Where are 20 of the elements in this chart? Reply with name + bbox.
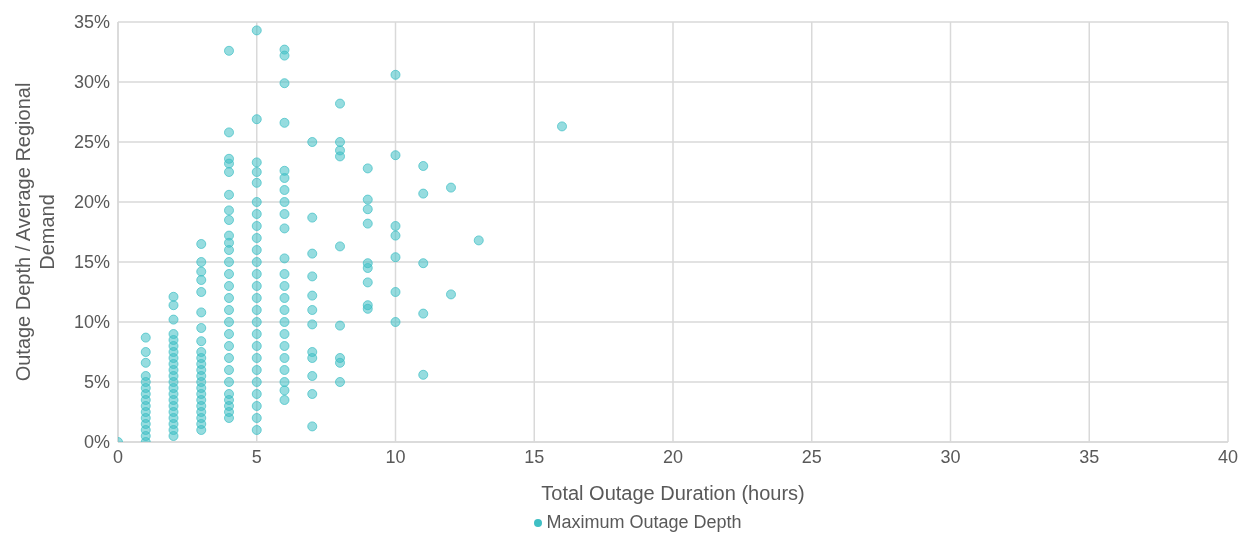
x-tick-label: 10 (385, 446, 406, 467)
x-tick-label: 15 (524, 446, 545, 467)
x-tick-label: 35 (1079, 446, 1100, 467)
x-tick-label: 40 (1217, 446, 1239, 467)
y-tick-label: 15% (73, 252, 110, 273)
y-tick-label: 0% (83, 432, 110, 453)
y-tick-label: 5% (83, 372, 110, 393)
x-tick-label: 5 (251, 446, 262, 467)
y-tick-label: 10% (73, 312, 110, 333)
legend-label: Maximum Outage Depth (546, 512, 742, 532)
y-tick-label: 20% (73, 192, 110, 213)
x-tick-label: 30 (940, 446, 961, 467)
y-tick-label: 25% (73, 132, 110, 153)
x-axis-title: Total Outage Duration (hours) (541, 482, 805, 504)
x-tick-label: 20 (662, 446, 684, 467)
y-tick-label: 30% (73, 72, 110, 93)
y-tick-label: 35% (73, 12, 110, 33)
y-axis-title: Outage Depth / Average Regional Demand (12, 82, 58, 382)
x-tick-label: 25 (801, 446, 822, 467)
x-tick-label: 0 (112, 446, 124, 467)
